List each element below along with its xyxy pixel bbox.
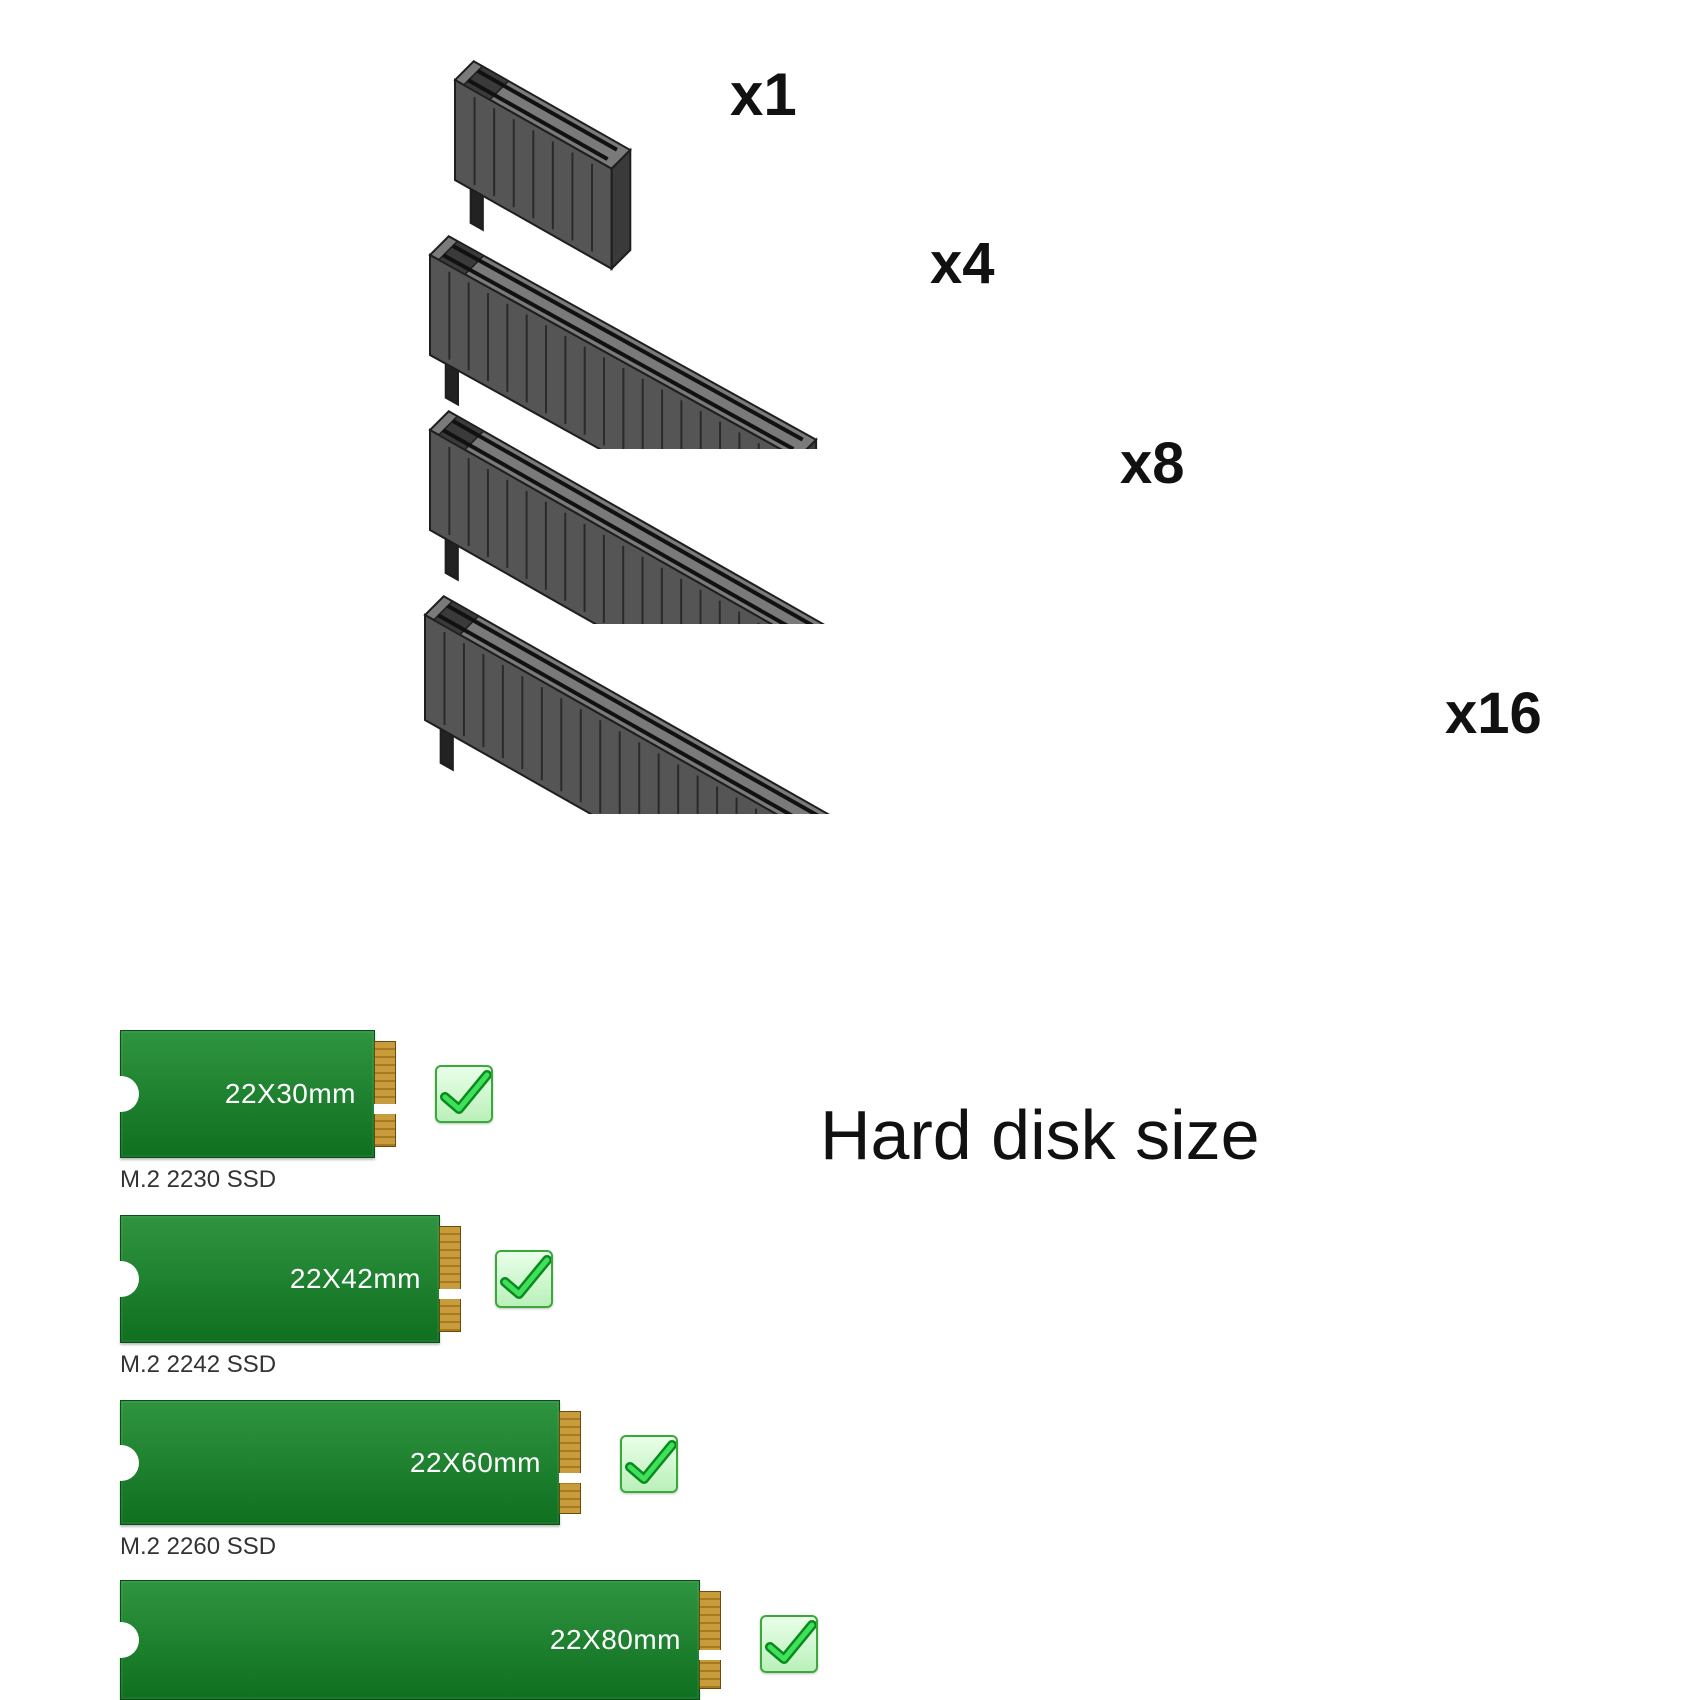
ssd-card: 22X30mm [120,1030,375,1158]
ssd-item-2: 22X60mmM.2 2260 SSD [120,1400,560,1525]
pcie-slot-label-x4: x4 [930,230,995,297]
ssd-dimension-label: 22X80mm [550,1624,681,1656]
ssd-caption: M.2 2260 SSD [120,1533,276,1561]
check-icon [760,1615,818,1673]
pcie-slot-x16 [385,575,1322,819]
ssd-card: 22X80mm [120,1580,700,1700]
ssd-dimension-label: 22X30mm [225,1078,356,1110]
ssd-item-1: 22X42mmM.2 2242 SSD [120,1215,440,1343]
pcie-slot-label-x16: x16 [1445,680,1542,747]
ssd-item-0: 22X30mmM.2 2230 SSD [120,1030,375,1158]
ssd-card: 22X42mm [120,1215,440,1343]
ssd-edge-connector [374,1041,396,1147]
check-icon [495,1250,553,1308]
ssd-caption: M.2 2242 SSD [120,1351,276,1379]
ssd-edge-connector [699,1591,721,1689]
ssd-dimension-label: 22X42mm [290,1263,421,1295]
pcie-slot-label-x8: x8 [1120,430,1185,497]
check-icon [435,1065,493,1123]
pcie-slot-label-x1: x1 [730,60,797,129]
ssd-edge-connector [439,1226,461,1332]
ssd-caption: M.2 2230 SSD [120,1166,276,1194]
ssd-edge-connector [559,1411,581,1514]
ssd-section-title: Hard disk size [820,1095,1260,1175]
ssd-dimension-label: 22X60mm [410,1447,541,1479]
ssd-item-3: 22X80mmM.2 2280 SSD [120,1580,700,1700]
check-icon [620,1435,678,1493]
ssd-card: 22X60mm [120,1400,560,1525]
